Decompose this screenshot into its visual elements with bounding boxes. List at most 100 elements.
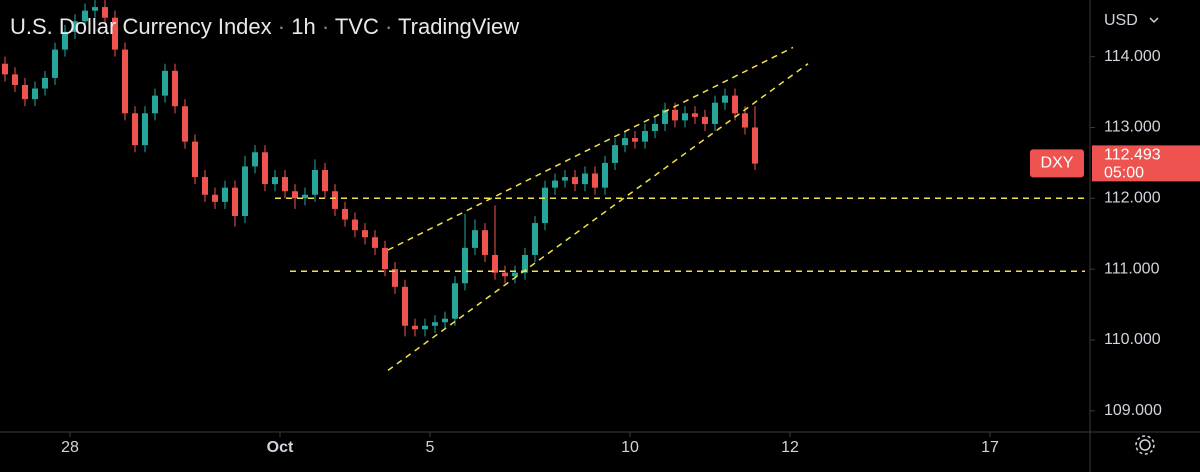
candle-body <box>112 17 118 50</box>
candle-body <box>722 95 728 103</box>
candle-body <box>222 187 228 202</box>
last-price-box <box>1092 145 1200 182</box>
candle-body <box>192 141 198 178</box>
candle-body <box>92 7 98 11</box>
candle-body <box>382 247 388 270</box>
y-tick-label: 111.000 <box>1104 260 1160 277</box>
candle-body <box>392 269 398 287</box>
candle-body <box>202 177 208 195</box>
candle-body <box>272 177 278 185</box>
candle-body <box>482 230 488 255</box>
candle-body <box>362 230 368 238</box>
candle-body <box>692 113 698 117</box>
candle-body <box>732 95 738 114</box>
x-tick-label: Oct <box>267 439 294 456</box>
candle-body <box>312 169 318 195</box>
plot <box>2 0 1085 371</box>
candle-body <box>322 169 328 192</box>
candle-body <box>672 109 678 121</box>
candle-body <box>662 109 668 124</box>
trend-line <box>387 46 794 251</box>
symbol-badge <box>1030 149 1084 178</box>
candle-body <box>612 145 618 163</box>
candle-body <box>162 70 168 96</box>
title-part: TradingView <box>398 14 519 39</box>
candle-body <box>422 325 428 330</box>
x-tick-label: 5 <box>426 439 435 456</box>
candle-body <box>282 177 288 192</box>
title-part: 1h <box>291 14 315 39</box>
candle-body <box>212 194 218 202</box>
title-part: U.S. Dollar Currency Index <box>10 14 272 39</box>
candle-body <box>352 219 358 231</box>
candle-body <box>602 162 608 188</box>
candle-body <box>572 177 578 185</box>
candle-body <box>592 173 598 188</box>
candle-body <box>492 254 498 273</box>
candle-body <box>242 166 248 216</box>
candle-body <box>62 31 68 50</box>
candle-body <box>402 286 408 326</box>
candle-body <box>642 131 648 142</box>
candle-body <box>502 272 508 277</box>
candle-body <box>412 325 418 330</box>
candle-body <box>42 77 48 89</box>
title-part: TVC <box>335 14 379 39</box>
y-tick-label: 112.000 <box>1104 190 1161 207</box>
candle-body <box>52 49 58 78</box>
candle-body <box>82 10 88 22</box>
candle-body <box>702 116 708 124</box>
countdown-label: 05:00 <box>1104 165 1144 182</box>
separator: · <box>272 14 292 39</box>
candle-body <box>252 152 258 167</box>
candle-body <box>472 230 478 248</box>
currency[interactable]: USD <box>1104 12 1138 29</box>
last-price-label: 112.493 <box>1104 147 1161 164</box>
candle-body <box>752 127 758 164</box>
candle-body <box>442 318 448 323</box>
settings-icon[interactable] <box>1135 435 1155 455</box>
candle-body <box>372 237 378 248</box>
x-tick-label: 17 <box>981 439 999 456</box>
candle-body <box>182 106 188 142</box>
candle-body <box>172 70 178 107</box>
candle-body <box>2 63 8 75</box>
separator: · <box>379 14 398 39</box>
candle-body <box>582 173 588 185</box>
candle-body <box>522 254 528 273</box>
candle-body <box>632 138 638 142</box>
symbol-label: DXY <box>1041 155 1074 172</box>
candle-body <box>652 123 658 132</box>
y-tick-label: 109.000 <box>1104 402 1162 419</box>
candle-body <box>562 177 568 181</box>
candle-body <box>712 102 718 124</box>
candle-body <box>682 113 688 121</box>
candle-body <box>552 180 558 188</box>
candle-body <box>102 7 108 18</box>
candle-body <box>132 113 138 146</box>
candle-body <box>232 187 238 216</box>
candle-body <box>342 208 348 220</box>
candle-body <box>32 88 38 100</box>
candle-body <box>302 194 308 199</box>
candle-body <box>332 191 338 209</box>
candle-body <box>122 49 128 114</box>
candle-body <box>742 113 748 128</box>
candle-body <box>152 95 158 114</box>
x-tick-label: 28 <box>61 439 79 456</box>
candle-body <box>22 84 28 100</box>
y-tick-label: 114.000 <box>1104 48 1161 65</box>
candle-body <box>12 74 18 85</box>
separator: · <box>316 14 335 39</box>
chart-title: U.S. Dollar Currency Index · 1h · TVC · … <box>10 14 519 39</box>
x-tick-label: 12 <box>781 439 799 456</box>
currency-chevron[interactable] <box>1149 17 1159 24</box>
candle-body <box>142 113 148 146</box>
candle-body <box>262 152 268 185</box>
candle-body <box>542 187 548 224</box>
y-tick-label: 113.000 <box>1104 119 1161 136</box>
candle-body <box>292 191 298 199</box>
candle-body <box>512 272 518 277</box>
candle-body <box>72 21 78 32</box>
